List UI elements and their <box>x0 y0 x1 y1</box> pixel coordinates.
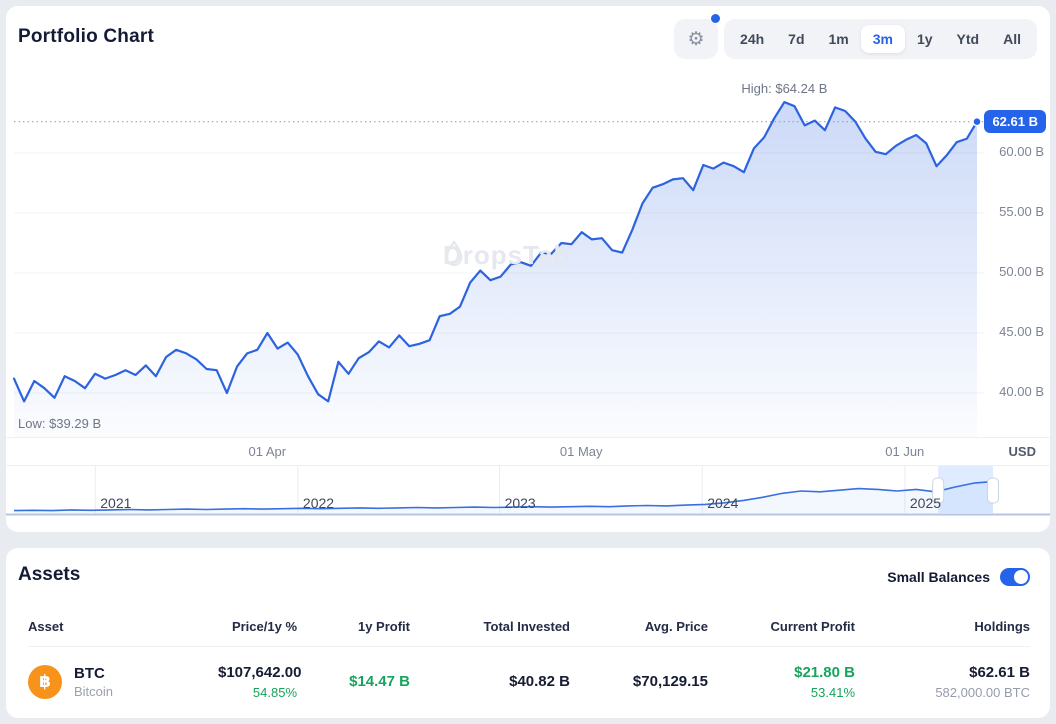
holdings-cell: $62.61 B 582,000.00 BTC <box>855 662 1030 702</box>
notification-dot-icon <box>711 14 721 23</box>
navigator-year-label: 2021 <box>100 495 132 511</box>
small-balances-control: Small Balances <box>887 568 1030 586</box>
asset-symbol: BTC <box>74 665 105 683</box>
navigator-year-label: 2022 <box>302 495 335 511</box>
x-axis: 01 Apr 01 May 01 Jun USD <box>6 437 1050 465</box>
profit-1y-value: $14.47 B <box>349 673 410 691</box>
price-cell: $107,642.00 54.85% <box>218 662 302 702</box>
col-current-profit: Current Profit <box>770 618 856 634</box>
asset-name: Bitcoin <box>74 684 114 700</box>
gear-icon: ⚙ <box>687 28 705 50</box>
btc-icon: ฿ <box>28 664 62 699</box>
navigator-year-label: 2023 <box>504 495 536 511</box>
x-axis-label: 01 May <box>559 444 603 459</box>
holdings-amount: 582,000.00 BTC <box>935 684 1030 700</box>
table-row-btc[interactable]: ฿ BTC Bitcoin $107,642.00 54.85% $14.47 … <box>28 647 1030 717</box>
total-invested-value: $40.82 B <box>509 673 570 691</box>
asset-cell: ฿ BTC Bitcoin <box>28 663 218 701</box>
avg-price-cell: $70,129.15 <box>570 671 708 693</box>
y-axis-label: 45.00 B <box>999 324 1044 339</box>
total-invested-cell: $40.82 B <box>410 671 570 693</box>
assets-title: Assets <box>18 564 81 585</box>
assets-table-header: Asset Price/1y % 1y Profit Total Investe… <box>28 612 1030 640</box>
col-price: Price/1y % <box>231 618 297 634</box>
price-value: $107,642.00 <box>218 664 302 682</box>
small-balances-label: Small Balances <box>887 569 990 585</box>
btc-glyph: ฿ <box>39 671 51 691</box>
toggle-knob <box>1014 570 1028 584</box>
x-axis-label: 01 Jun <box>885 444 925 459</box>
navigator-svg[interactable] <box>6 465 1050 517</box>
x-axis-label: 01 Apr <box>248 444 287 459</box>
current-value-badge: 62.61 B <box>984 109 1046 134</box>
col-total-invested: Total Invested <box>483 618 570 634</box>
header-divider <box>28 646 1030 647</box>
y-axis-label: 55.00 B <box>999 204 1044 219</box>
range-button-all[interactable]: All <box>991 25 1033 53</box>
current-profit-pct: 53.41% <box>810 684 855 700</box>
range-button-7d[interactable]: 7d <box>776 25 816 53</box>
current-profit-value: $21.80 B <box>794 664 855 682</box>
holdings-value: $62.61 B <box>969 664 1030 682</box>
navigator-year-label: 2024 <box>707 495 739 511</box>
portfolio-chart-card: Portfolio Chart ⚙ 24h 7d 1m 3m 1y Ytd All Drop… <box>6 6 1050 532</box>
chart-navigator[interactable]: 2021 2022 2023 2024 2025 <box>6 465 1050 517</box>
chart-controls: ⚙ 24h 7d 1m 3m 1y Ytd All <box>674 14 1037 59</box>
range-button-3m[interactable]: 3m <box>860 25 905 53</box>
col-avg-price: Avg. Price <box>644 618 708 634</box>
avg-price-value: $70,129.15 <box>632 673 708 691</box>
assets-card: Assets Small Balances Asset Price/1y % 1… <box>6 548 1050 718</box>
low-value-label: Low: $39.29 B <box>18 415 102 431</box>
col-holdings: Holdings <box>974 618 1030 634</box>
y-axis-label: 50.00 B <box>999 264 1044 279</box>
small-balances-toggle[interactable] <box>1000 568 1030 586</box>
col-1y-profit: 1y Profit <box>357 618 410 634</box>
high-value-label: High: $64.24 B <box>741 81 828 97</box>
current-profit-cell: $21.80 B 53.41% <box>708 662 855 702</box>
profit-1y-cell: $14.47 B <box>297 671 410 693</box>
price-change-1y: 54.85% <box>252 684 297 700</box>
range-button-24h[interactable]: 24h <box>728 25 776 53</box>
col-asset: Asset <box>28 618 64 634</box>
y-axis-label: 40.00 B <box>999 384 1044 399</box>
y-axis-label: 60.00 B <box>999 144 1044 159</box>
page-title: Portfolio Chart <box>18 26 154 47</box>
settings-button[interactable]: ⚙ <box>674 14 721 59</box>
assets-table: Asset Price/1y % 1y Profit Total Investe… <box>28 612 1030 717</box>
currency-unit-label: USD <box>1008 444 1036 459</box>
range-button-1y[interactable]: 1y <box>905 25 945 53</box>
price-area-series <box>12 101 985 437</box>
range-button-ytd[interactable]: Ytd <box>945 25 992 53</box>
range-selector: 24h 7d 1m 3m 1y Ytd All <box>724 19 1037 59</box>
range-button-1m[interactable]: 1m <box>817 25 861 53</box>
main-chart-svg[interactable] <box>6 80 1050 437</box>
main-chart[interactable]: DropsTab High: $64.24 B Low: $39.29 B 62… <box>6 80 1050 437</box>
brush-handle-right[interactable] <box>987 477 999 504</box>
brush-handle-left[interactable] <box>932 477 945 504</box>
navigator-year-label: 2025 <box>909 495 942 511</box>
